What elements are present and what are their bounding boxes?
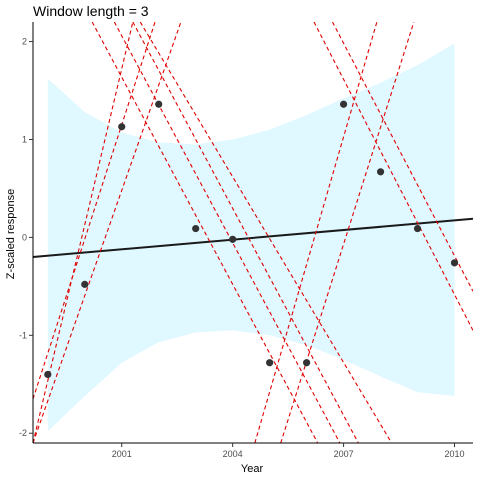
- window-line-6: [132, 22, 359, 443]
- data-point-7: [266, 359, 274, 367]
- data-point-11: [413, 224, 422, 233]
- data-point-4: [155, 100, 163, 108]
- data-point-10: [376, 168, 385, 176]
- window-line-1: [33, 22, 182, 443]
- data-point-6: [229, 235, 237, 243]
- data-point-9: [339, 100, 348, 108]
- data-point-12: [450, 259, 459, 267]
- data-point-1: [44, 370, 52, 379]
- window-line-2: [33, 22, 156, 400]
- axes-layer: 2001 2004 2007 2010 -2 -1 0 1 2: [19, 22, 473, 459]
- data-points-layer: [44, 100, 459, 379]
- y-tick-label: 0: [22, 232, 27, 242]
- window-line-5: [113, 22, 341, 443]
- data-point-8: [303, 359, 311, 367]
- y-tick-label: -1: [19, 330, 27, 340]
- window-line-4: [91, 22, 319, 443]
- window-line-7: [139, 22, 393, 443]
- x-tick-label: 2004: [223, 449, 243, 459]
- x-tick-label: 2001: [112, 449, 132, 459]
- trend-line: [32, 217, 474, 258]
- window-line-8: [254, 22, 378, 443]
- trend-line-layer: [32, 217, 474, 258]
- x-tick-label: 2010: [444, 449, 464, 459]
- data-point-2: [81, 280, 89, 288]
- x-tick-label: 2007: [334, 449, 354, 459]
- y-tick-label: 2: [22, 37, 27, 47]
- window-line-10: [313, 22, 473, 331]
- window-line-9: [280, 22, 415, 443]
- y-tick-label: 1: [22, 134, 27, 144]
- x-axis-title: Year: [241, 463, 264, 475]
- data-point-5: [192, 224, 200, 233]
- chart-title: Window length = 3: [33, 3, 149, 19]
- window-line-11: [332, 22, 473, 292]
- data-point-3: [118, 123, 126, 131]
- y-axis-title: Z-scaled response: [5, 189, 17, 280]
- y-tick-label: -2: [19, 428, 27, 438]
